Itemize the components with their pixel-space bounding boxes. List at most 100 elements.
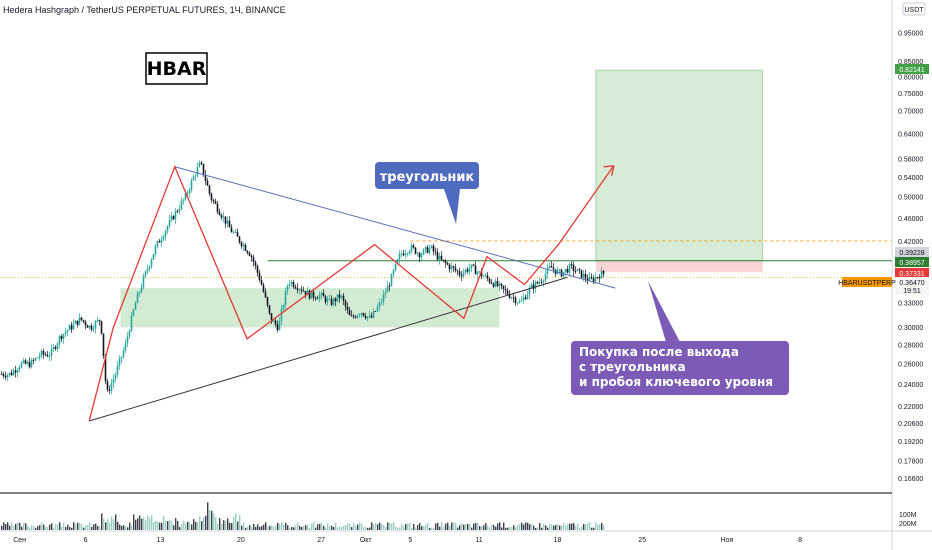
- y-tick-label: 0.50000: [898, 195, 923, 202]
- volume-bar: [469, 523, 471, 530]
- volume-bar: [143, 517, 145, 530]
- volume-bar: [275, 525, 277, 530]
- candle-body: [236, 232, 239, 237]
- current-price-tag: [895, 277, 929, 295]
- volume-bar: [361, 523, 363, 530]
- candle-body: [378, 302, 381, 307]
- candle-body: [558, 269, 561, 271]
- volume-bar: [111, 516, 113, 530]
- candle-body: [96, 319, 99, 322]
- candle-body: [390, 274, 393, 287]
- volume-bar: [127, 527, 129, 530]
- candle-body: [184, 193, 187, 200]
- volume-bar: [177, 520, 179, 530]
- volume-bar: [231, 523, 233, 530]
- candle-body: [292, 281, 295, 288]
- volume-bar: [479, 525, 481, 530]
- candle-body: [362, 313, 365, 316]
- volume-bar: [551, 524, 553, 530]
- volume-bar: [139, 515, 141, 530]
- candle-body: [142, 276, 145, 288]
- candle-body: [124, 343, 127, 351]
- volume-bar: [229, 522, 231, 530]
- candle-body: [456, 270, 459, 272]
- volume-bar: [491, 524, 493, 530]
- candle-body: [84, 321, 87, 326]
- time-axis[interactable]: Сен 6 13 20 27 Окт 5 11 18 25 Ноя 8: [0, 530, 932, 544]
- volume-bar: [57, 524, 59, 530]
- volume-bar: [353, 522, 355, 530]
- candle-body: [230, 227, 233, 233]
- zones-layer: [120, 69, 764, 328]
- candle-body: [424, 247, 427, 250]
- volume-bar: [105, 522, 107, 530]
- volume-bar: [183, 520, 185, 530]
- volume-bar: [51, 523, 53, 530]
- target-price-label: 0.82141: [899, 67, 924, 74]
- candle-body: [138, 291, 141, 294]
- candle-body: [170, 216, 173, 220]
- candle-body: [350, 315, 353, 317]
- candle-body: [550, 266, 553, 268]
- candle-body: [564, 268, 567, 272]
- candle-body: [148, 266, 151, 270]
- stop-price-label: 0.37331: [899, 271, 924, 278]
- volume-bar: [371, 522, 373, 530]
- volume-bar: [9, 525, 11, 530]
- x-tick-labels: Сен 6 13 20 27 Окт 5 11 18 25 Ноя 8: [13, 537, 802, 544]
- volume-bar: [61, 526, 63, 530]
- volume-bar: [137, 518, 139, 530]
- volume-bar: [497, 523, 499, 530]
- volume-bar: [303, 525, 305, 530]
- volume-bar: [147, 515, 149, 530]
- volume-bar: [283, 524, 285, 530]
- candle-body: [52, 346, 55, 349]
- candle-body: [332, 298, 335, 305]
- volume-bar: [351, 527, 353, 530]
- candle-body: [496, 280, 499, 287]
- symbol-title[interactable]: Hedera Hashgraph / TetherUS PERPETUAL FU…: [3, 5, 286, 15]
- candle-body: [46, 354, 49, 357]
- y-tick-label: 0.28000: [898, 343, 923, 350]
- y-tick-label: 0.46000: [898, 216, 923, 223]
- volume-bar: [527, 522, 529, 530]
- volume-bar: [195, 521, 197, 530]
- volume-bar: [519, 524, 521, 530]
- candle-body: [254, 262, 257, 266]
- volume-bar: [429, 527, 431, 530]
- currency-button[interactable]: [902, 2, 926, 16]
- volume-bar: [325, 527, 327, 530]
- candle-body: [60, 336, 63, 340]
- candle-body: [284, 290, 287, 306]
- triangle-lower-line: [89, 276, 568, 422]
- volume-bar: [69, 526, 71, 530]
- volume-bar: [15, 523, 17, 530]
- candle-body: [536, 282, 539, 284]
- candle-body: [66, 330, 69, 333]
- volume-bar: [59, 522, 61, 530]
- candle-body: [128, 330, 131, 337]
- candle-body: [294, 287, 297, 289]
- volume-bar: [249, 525, 251, 530]
- candle-body: [276, 324, 279, 331]
- candle-body: [102, 333, 105, 356]
- candle-body: [316, 298, 319, 300]
- volume-bar: [451, 522, 453, 530]
- volume-bar: [85, 525, 87, 530]
- candle-body: [298, 289, 301, 291]
- candle-body: [528, 287, 531, 295]
- candle-body: [224, 216, 227, 224]
- candle-body: [524, 297, 527, 300]
- volume-bar: [187, 521, 189, 530]
- target-zone: [595, 69, 764, 261]
- volume-bar: [431, 527, 433, 530]
- candle-body: [30, 360, 33, 368]
- y-tick-label: 0.30000: [898, 325, 923, 332]
- volume-bar: [103, 518, 105, 530]
- candle-body: [388, 285, 391, 287]
- candle-body: [346, 306, 349, 310]
- candle-body: [62, 333, 65, 340]
- candle-body: [368, 315, 371, 317]
- candle-body: [540, 282, 543, 283]
